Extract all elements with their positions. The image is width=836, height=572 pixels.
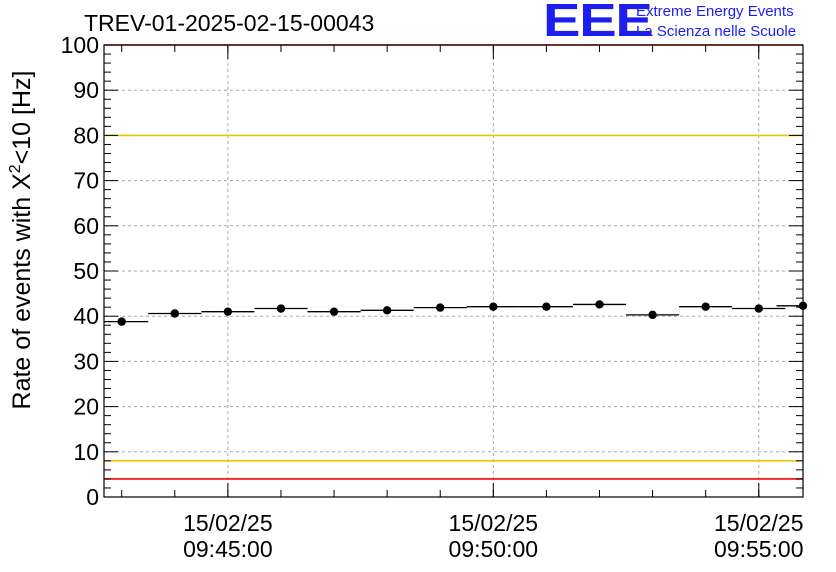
data-point [542, 302, 551, 311]
x-tick-label-date: 15/02/25 [449, 510, 539, 536]
reference-lines-layer [104, 44, 803, 480]
y-tick-label: 70 [73, 168, 99, 194]
x-tick-label-time: 09:55:00 [714, 536, 804, 562]
data-point [382, 306, 392, 315]
x-tick-label-time: 09:45:00 [183, 536, 273, 562]
plot-title: TREV-01-2025-02-15-00043 [84, 10, 375, 36]
data-point [754, 304, 763, 313]
data-point [595, 300, 604, 309]
data-point [436, 303, 445, 312]
data-point [170, 309, 179, 318]
y-tick-label: 10 [73, 439, 99, 465]
data-point [117, 317, 126, 326]
x-tick-label-date: 15/02/25 [183, 510, 273, 536]
y-tick-label: 30 [73, 348, 99, 374]
data-point [648, 310, 657, 320]
y-tick-label: 20 [73, 394, 99, 420]
axis-layer: 010203040506070809010015/02/2509:45:0015… [61, 32, 804, 562]
logo-line-1: Extreme Energy Events [636, 3, 794, 20]
y-tick-label: 100 [61, 32, 99, 58]
data-point [276, 304, 286, 313]
data-point [701, 302, 710, 311]
data-layer [104, 300, 808, 326]
y-tick-label: 0 [86, 484, 99, 510]
y-tick-label: 40 [73, 303, 99, 329]
y-tick-label: 90 [73, 77, 99, 103]
y-tick-label: 80 [73, 122, 99, 148]
x-tick-label-date: 15/02/25 [714, 510, 804, 536]
y-tick-label: 60 [73, 213, 99, 239]
data-point [489, 302, 498, 311]
logo-line-2: La Scienza nelle Scuole [636, 23, 797, 40]
data-point [223, 307, 233, 316]
eee-logo-mark: EEE [543, 0, 653, 46]
grid-layer [104, 45, 803, 497]
x-tick-label-time: 09:50:00 [449, 536, 539, 562]
y-axis-label: Rate of events with X2<10 [Hz] [7, 71, 36, 410]
data-point [329, 307, 339, 316]
y-tick-label: 50 [73, 258, 99, 284]
